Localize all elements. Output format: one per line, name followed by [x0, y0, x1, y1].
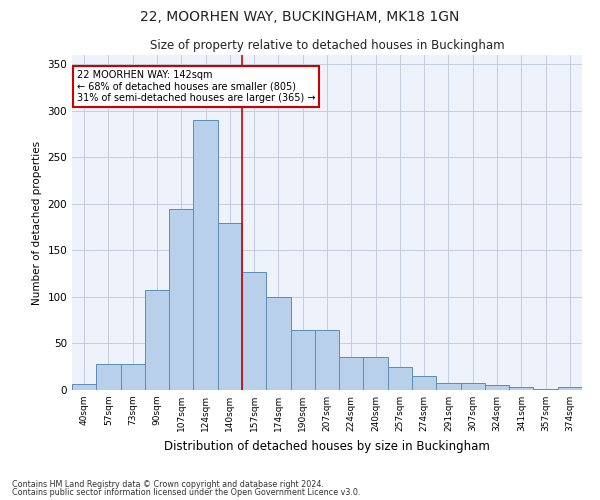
Bar — [145, 290, 169, 390]
Bar — [121, 364, 145, 390]
Bar — [339, 358, 364, 390]
Y-axis label: Number of detached properties: Number of detached properties — [32, 140, 42, 304]
Bar — [96, 364, 121, 390]
Bar — [412, 376, 436, 390]
Title: Size of property relative to detached houses in Buckingham: Size of property relative to detached ho… — [149, 40, 505, 52]
Bar — [364, 358, 388, 390]
Bar — [193, 120, 218, 390]
Bar — [72, 384, 96, 390]
Bar — [315, 330, 339, 390]
Text: 22 MOORHEN WAY: 142sqm
← 68% of detached houses are smaller (805)
31% of semi-de: 22 MOORHEN WAY: 142sqm ← 68% of detached… — [77, 70, 316, 103]
Text: 22, MOORHEN WAY, BUCKINGHAM, MK18 1GN: 22, MOORHEN WAY, BUCKINGHAM, MK18 1GN — [140, 10, 460, 24]
Bar — [388, 366, 412, 390]
Bar — [266, 297, 290, 390]
Bar — [558, 387, 582, 390]
X-axis label: Distribution of detached houses by size in Buckingham: Distribution of detached houses by size … — [164, 440, 490, 452]
Bar — [436, 382, 461, 390]
Text: Contains public sector information licensed under the Open Government Licence v3: Contains public sector information licen… — [12, 488, 361, 497]
Bar — [461, 382, 485, 390]
Bar — [533, 389, 558, 390]
Bar — [242, 272, 266, 390]
Bar — [485, 386, 509, 390]
Bar — [169, 208, 193, 390]
Text: Contains HM Land Registry data © Crown copyright and database right 2024.: Contains HM Land Registry data © Crown c… — [12, 480, 324, 489]
Bar — [509, 387, 533, 390]
Bar — [218, 222, 242, 390]
Bar — [290, 330, 315, 390]
